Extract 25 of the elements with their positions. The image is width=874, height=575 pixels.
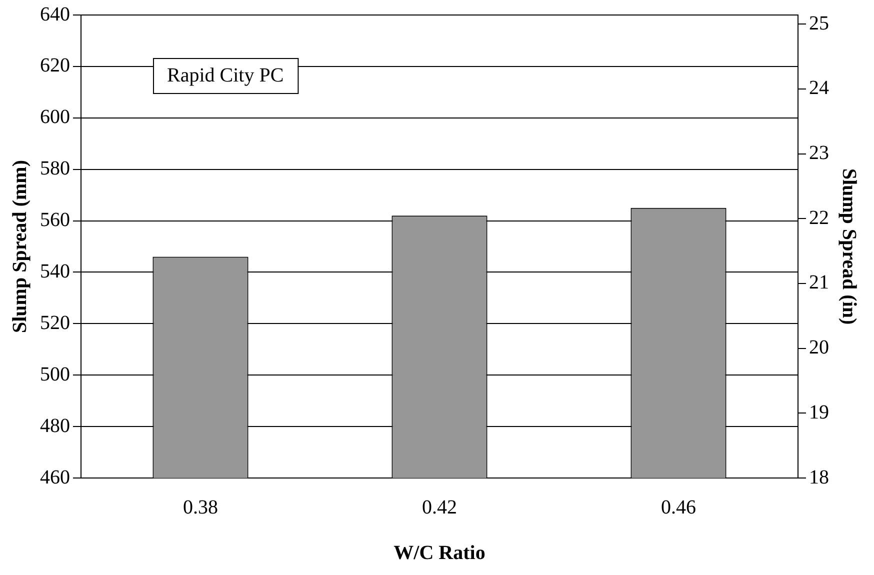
y-tick-label: 520 [40,312,70,334]
x-tick-label: 0.38 [183,496,218,518]
y-tick-label: 500 [40,363,70,386]
y-tick-label: 460 [40,466,70,488]
y2-tick-label: 20 [809,336,829,359]
y-tick-label: 640 [40,3,70,26]
x-tick-label: 0.46 [661,496,696,518]
y2-tick-label: 24 [809,77,829,100]
y2-tick-label: 25 [809,12,829,34]
y2-tick-label: 19 [809,401,829,424]
y2-tick-label: 23 [809,142,829,164]
x-axis-title: W/C Ratio [394,542,486,564]
x-tick-label: 0.42 [422,496,457,518]
y-tick-label: 540 [40,260,70,282]
y-axis-title: Slump Spread (mm) [9,160,32,333]
y2-tick-label: 22 [809,206,829,229]
y-tick-label: 620 [40,54,70,77]
y-tick-label: 600 [40,106,70,128]
y-tick-label: 480 [40,414,70,437]
y2-axis-title: Slump Spread (in) [838,168,860,325]
annotation: Rapid City PC [167,64,284,86]
y2-tick-label: 21 [809,272,829,294]
y2-tick-label: 18 [809,466,829,488]
y-tick-label: 560 [40,209,70,232]
y-tick-label: 580 [40,158,70,180]
